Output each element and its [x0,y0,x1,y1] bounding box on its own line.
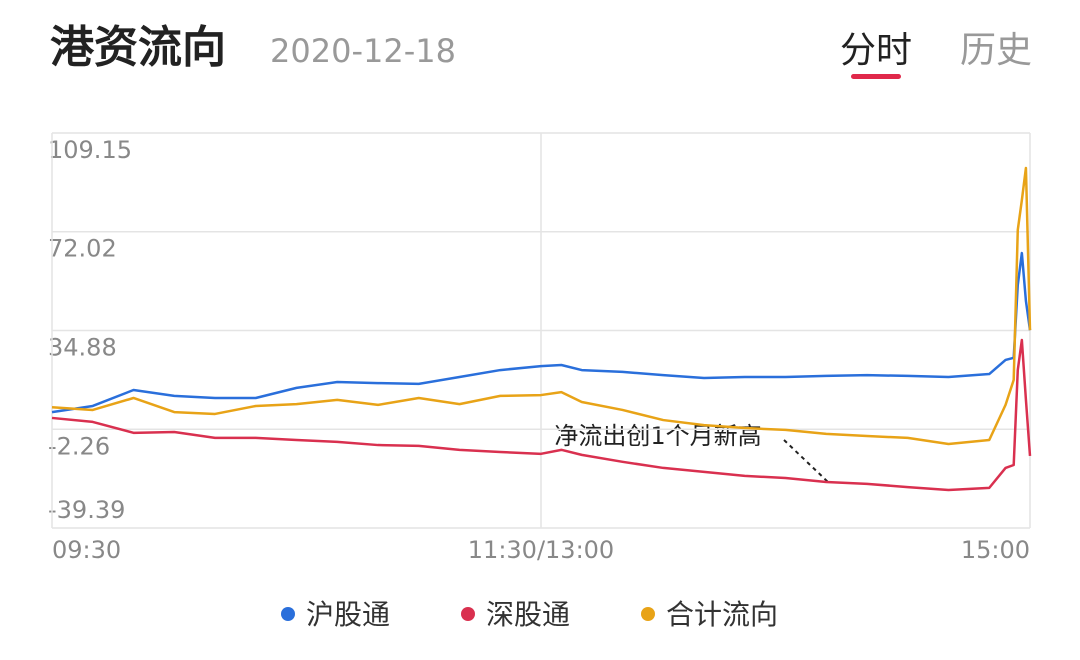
line [51,251,1032,414]
x-tick-label: 11:30/13:00 [468,536,614,564]
y-tick-label: 34.88 [48,334,117,362]
tab[interactable]: 历史 [960,30,1032,71]
line [51,338,1032,492]
legend-label: 沪股通 [306,598,390,631]
legend-dot [281,607,295,621]
legend-dot [641,607,655,621]
tab-active[interactable]: 分时 [840,30,912,71]
line [51,166,1032,446]
y-tick-label: 109.15 [48,136,132,164]
annotation-arrow [783,439,829,483]
legend-label: 合计流向 [666,598,778,631]
y-tick-label: -39.39 [48,496,125,524]
x-tick-label: 15:00 [961,536,1030,564]
y-tick-label: 72.02 [48,235,117,263]
legend-label: 深股通 [486,598,570,631]
legend-dot [461,607,475,621]
x-tick-label: 09:30 [52,536,121,564]
y-tick-label: -2.26 [48,432,110,460]
date: 2020-12-18 [270,32,456,70]
tab-underline [851,74,901,79]
title: 港资流向 [50,22,226,73]
